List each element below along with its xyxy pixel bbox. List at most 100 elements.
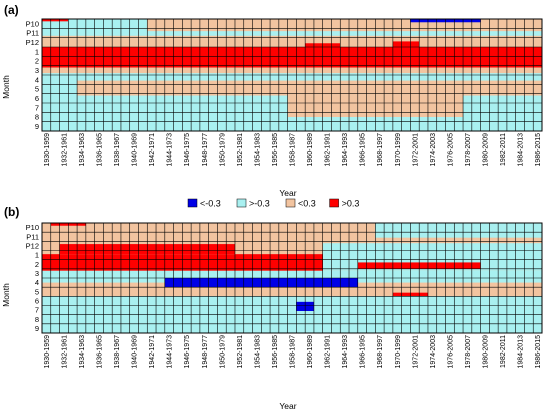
x-tick-label: 1944-1973 (167, 133, 174, 167)
x-tick-label: 1956-1985 (272, 133, 279, 167)
x-tick-label: 1976-2005 (447, 335, 454, 369)
legend-label: <0.3 (298, 199, 316, 209)
y-tick-label: 6 (35, 94, 39, 103)
y-tick-label: 4 (35, 75, 39, 84)
x-tick-label: 1974-2003 (430, 133, 437, 167)
x-tick-label: 1934-1963 (79, 335, 86, 369)
x-tick-label: 1968-1997 (377, 335, 384, 369)
y-tick-label: 7 (35, 306, 39, 315)
legend-swatch (285, 198, 296, 208)
y-tick-label: 1 (35, 251, 39, 260)
x-tick-label: 1964-1993 (342, 133, 349, 167)
legend-label: >-0.3 (249, 199, 270, 209)
x-tick-label: 1972-2001 (412, 133, 419, 167)
y-tick-label: P11 (26, 232, 39, 241)
y-tick-label: 8 (35, 113, 39, 122)
x-tick-label: 1930-1959 (44, 133, 51, 167)
y-tick-label: 6 (35, 297, 39, 306)
region-gt-03 (42, 47, 542, 68)
y-tick-label: 3 (35, 269, 39, 278)
x-tick-label: 1952-1981 (237, 133, 244, 167)
x-tick-label: 1944-1973 (167, 335, 174, 369)
x-axis-title-b: Year (279, 401, 296, 411)
plot-frame (41, 222, 543, 334)
x-tick-label: 1962-1991 (325, 133, 332, 167)
region-gt-03 (42, 19, 69, 22)
x-tick-label: 1982-2011 (500, 133, 507, 166)
y-tick-label: 2 (35, 260, 39, 269)
x-tick-label: 1932-1961 (61, 133, 68, 167)
legend-swatch (236, 198, 247, 208)
legend-label: >0.3 (342, 199, 360, 209)
x-tick-label: 1952-1981 (237, 335, 244, 369)
plot-area-a (41, 18, 543, 132)
plot-area-b (41, 222, 543, 334)
x-tick-label: 1950-1979 (219, 335, 226, 369)
x-ticks-a: 1930-1959 1932-1961 1934-1963 1936-1965 1938… (44, 133, 542, 167)
x-tick-label: 1980-2009 (482, 335, 489, 369)
x-tick-label: 1966-1995 (360, 335, 367, 369)
region-lt-03 (77, 80, 543, 96)
x-tick-label: 1986-2015 (535, 335, 542, 369)
y-tick-label: P11 (26, 29, 39, 38)
y-tick-label: 8 (35, 315, 39, 324)
x-tick-label: 1936-1965 (97, 133, 104, 167)
x-tick-label: 1966-1995 (360, 133, 367, 167)
y-tick-label: P10 (26, 223, 39, 232)
y-tick-label: P12 (26, 242, 39, 251)
y-tick-label: P10 (26, 19, 39, 28)
x-tick-label: 1936-1965 (97, 335, 104, 369)
x-tick-label: 1938-1967 (114, 335, 121, 369)
x-tick-label: 1962-1991 (325, 335, 332, 369)
x-tick-label: 1976-2005 (447, 133, 454, 167)
x-tick-label: 1948-1977 (202, 335, 209, 369)
x-tick-label: 1970-1999 (395, 133, 402, 167)
x-tick-label: 1972-2001 (412, 335, 419, 369)
x-tick-label: 1946-1975 (184, 335, 191, 369)
plot-frame (41, 18, 543, 132)
x-tick-label: 1986-2015 (535, 133, 542, 167)
x-tick-label: 1960-1989 (307, 133, 314, 167)
x-tick-label: 1954-1983 (254, 335, 261, 369)
x-tick-label: 1930-1959 (44, 335, 51, 369)
x-tick-label: 1956-1985 (272, 335, 279, 369)
x-tick-label: 1984-2013 (518, 133, 525, 167)
legend: <-0.3 >-0.3 <0.3 >0.3 (187, 198, 360, 209)
y-axis-title-a: Month (1, 75, 11, 99)
x-tick-label: 1954-1983 (254, 133, 261, 167)
y-axis-title-b: Month (1, 283, 11, 307)
x-tick-label: 1942-1971 (149, 335, 156, 369)
y-tick-label: 2 (35, 57, 39, 66)
x-tick-label: 1932-1961 (61, 335, 68, 369)
y-tick-label: 9 (35, 324, 39, 333)
x-tick-label: 1946-1975 (184, 133, 191, 167)
x-tick-label: 1980-2009 (482, 133, 489, 167)
x-tick-label: 1984-2013 (518, 335, 525, 369)
y-tick-label: P12 (26, 38, 39, 47)
x-tick-label: 1978-2007 (465, 133, 472, 167)
region-lt-03 (42, 35, 542, 47)
x-tick-label: 1960-1989 (307, 335, 314, 369)
legend-swatch (329, 198, 339, 208)
panel-label-b: (b) (4, 205, 19, 219)
x-tick-label: 1942-1971 (149, 133, 156, 167)
x-tick-label: 1958-1987 (290, 133, 297, 167)
legend-swatch (187, 198, 198, 208)
x-tick-label: 1948-1977 (202, 133, 209, 167)
legend-label: <-0.3 (200, 199, 221, 209)
y-tick-label: 9 (35, 122, 39, 131)
x-tick-label: 1938-1967 (114, 133, 121, 167)
x-tick-label: 1934-1963 (79, 133, 86, 167)
y-tick-label: 1 (35, 47, 39, 56)
region-lt-03 (42, 67, 542, 74)
y-tick-label: 3 (35, 66, 39, 75)
x-tick-label: 1940-1969 (132, 133, 139, 167)
x-ticks-b: 1930-1959 1932-1961 1934-1963 1936-1965 1938… (44, 335, 542, 369)
x-tick-label: 1964-1993 (342, 335, 349, 369)
panel-label-a: (a) (4, 3, 19, 17)
y-tick-label: 4 (35, 278, 39, 287)
